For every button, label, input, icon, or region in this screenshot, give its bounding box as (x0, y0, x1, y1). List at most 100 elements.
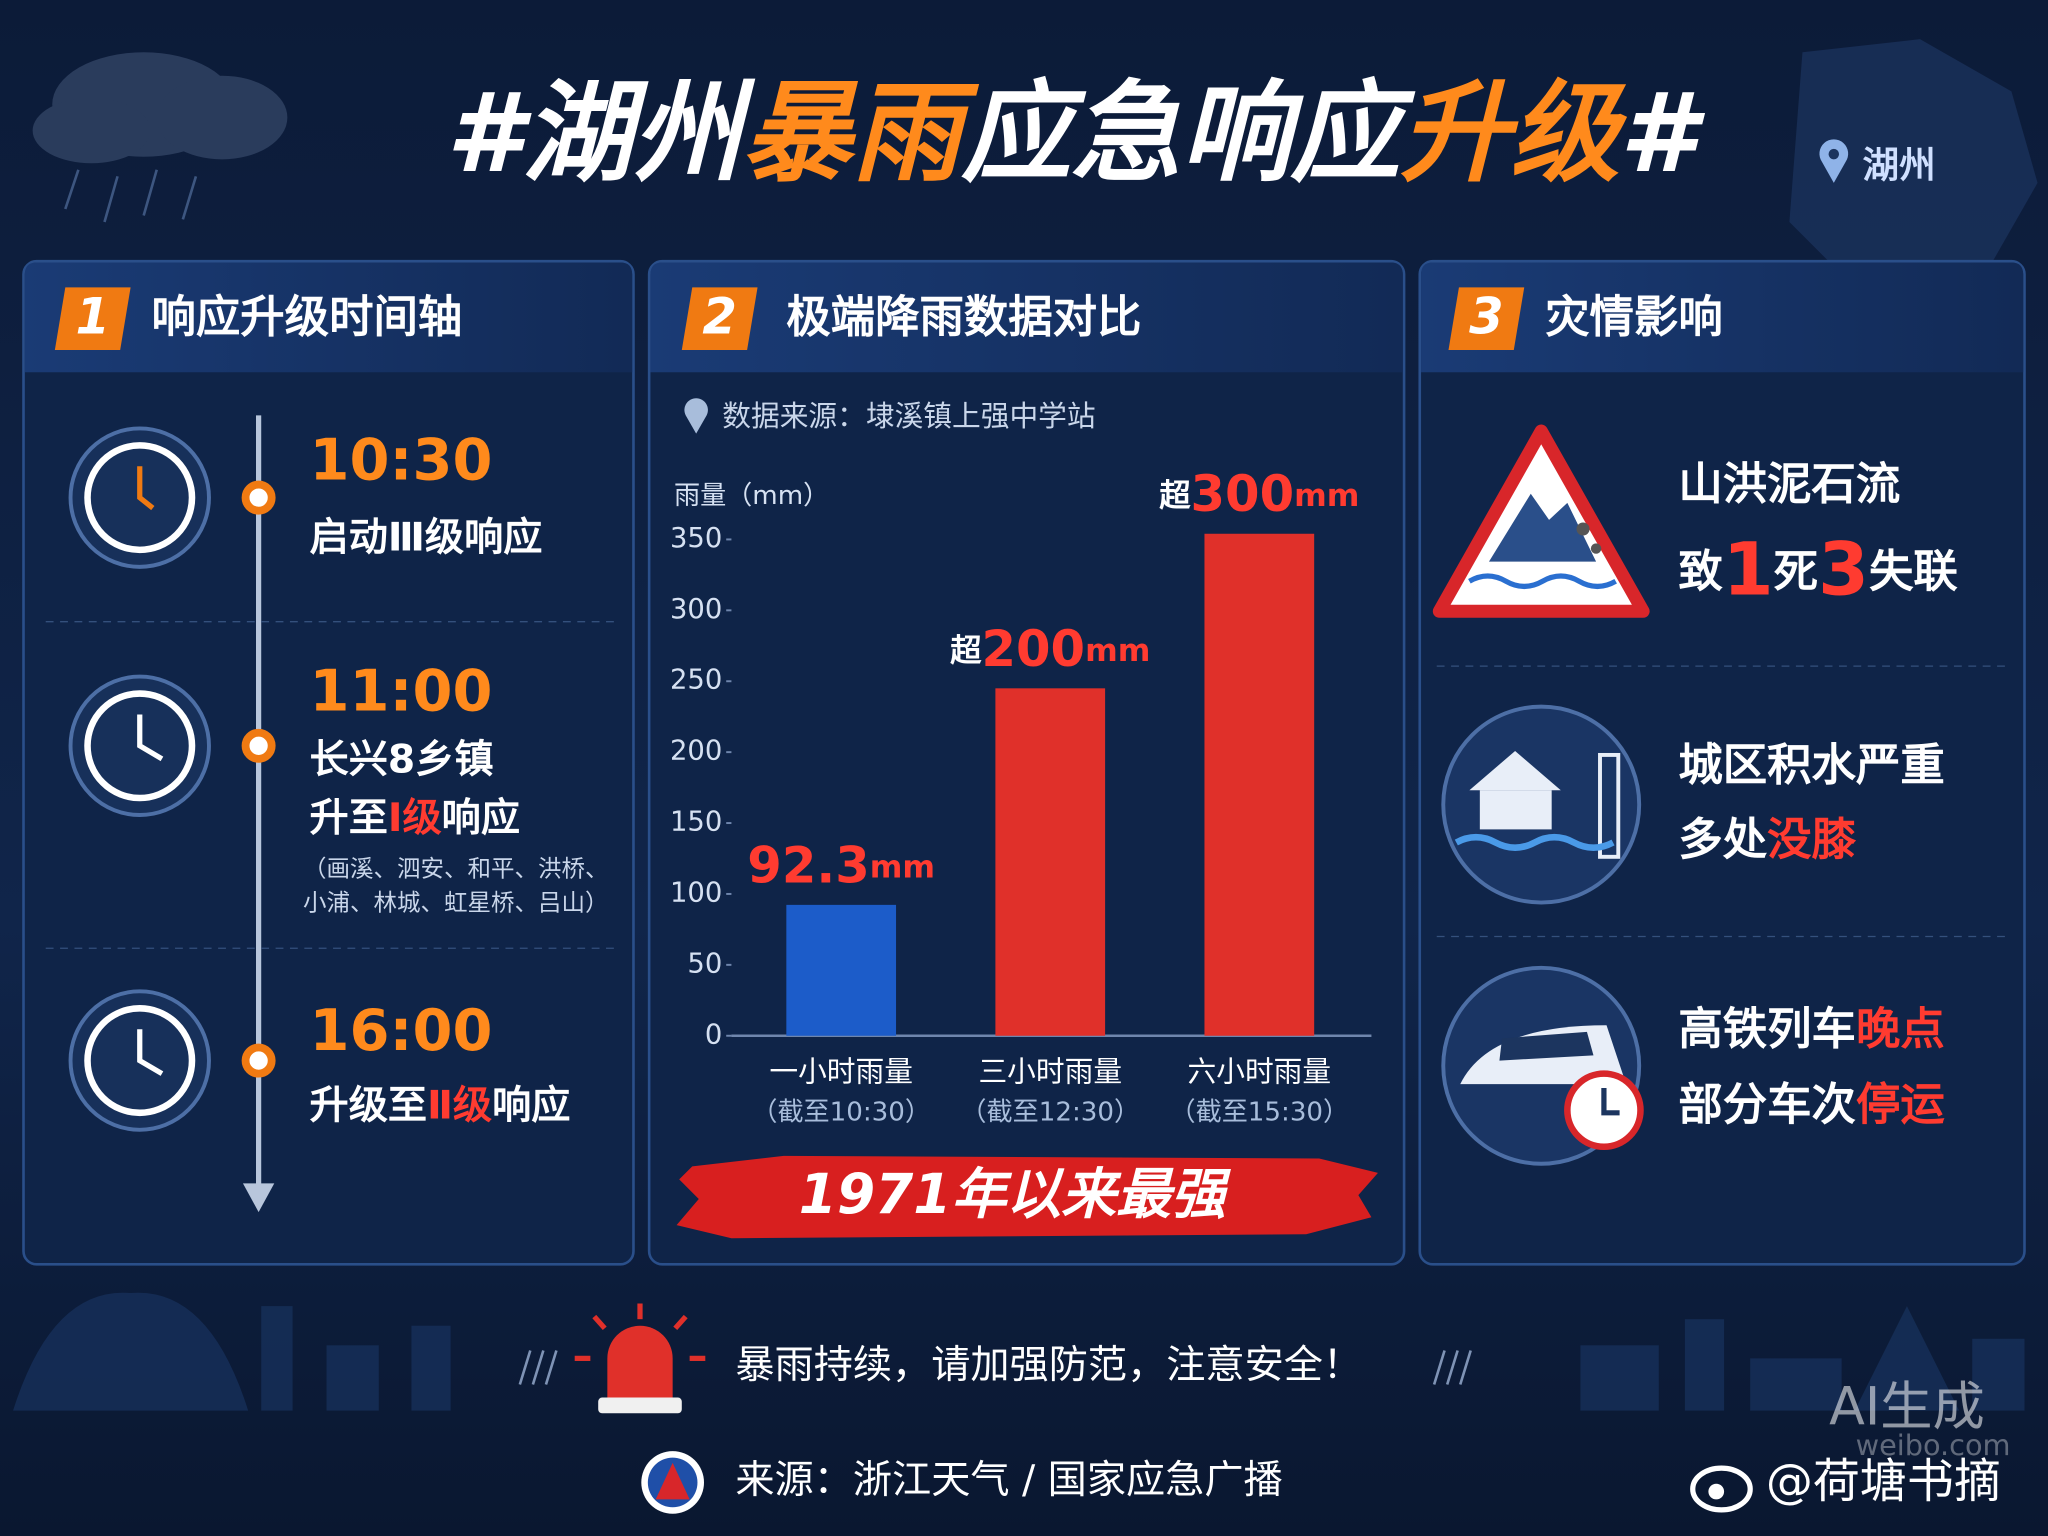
title-segment: 升级 (1400, 69, 1628, 197)
text-line: 山洪泥石流 (1678, 459, 1900, 510)
panel-header (650, 262, 1403, 373)
clock-face (84, 1005, 196, 1117)
value-label-part: mm (870, 849, 935, 885)
highlight-text: 晚点 (1856, 1004, 1945, 1055)
text-segment: 长兴8乡镇 (310, 737, 494, 782)
number-badge (1448, 287, 1525, 351)
clock-face (84, 690, 196, 802)
panel-heading: 极端降雨数据对比 (786, 292, 1141, 343)
text-line: 致1死3失联 (1678, 528, 1958, 613)
x-tick-label: 一小时雨量 (769, 1055, 913, 1089)
value-label-part: mm (1085, 633, 1150, 669)
title-segment: 应急响应 (960, 69, 1416, 197)
title: #湖州暴雨应急响应升级# (446, 69, 1705, 197)
y-tick-label: 350 (670, 523, 722, 554)
text-segment: 升至 (310, 796, 388, 841)
flood-icon (1441, 704, 1642, 905)
text-segment: 部分车次 (1678, 1080, 1856, 1131)
alarm-icon (574, 1303, 706, 1414)
banner: 1971年以来最强 (799, 1162, 1232, 1226)
watermark-site: weibo.com (1856, 1428, 2011, 1462)
number-badge (681, 287, 758, 351)
clock-hands (137, 1029, 164, 1076)
highlight-text: Ⅰ级 (388, 796, 442, 841)
ai-mark: AI生成 (1829, 1378, 1985, 1438)
location-pin (1819, 139, 1849, 183)
bar-chart: 050100150200250300350一小时雨量（截至10:30）92.3m… (670, 465, 1372, 1127)
text-segment: 致 (1678, 547, 1723, 598)
event-time: 16:00 (310, 997, 493, 1064)
panel-number: 1 (75, 288, 110, 346)
map-shape (1789, 39, 2038, 288)
value-label: 超200mm (950, 619, 1150, 677)
text-segment: 响应 (442, 796, 520, 841)
text-segment: 死 (1774, 547, 1818, 598)
timeline-dot (241, 480, 276, 515)
y-tick-label: 250 (670, 665, 722, 696)
clock-face (84, 442, 196, 554)
text-segment: 高铁列车 (1678, 1004, 1856, 1055)
text-line: 升级至Ⅱ级响应 (310, 1083, 571, 1128)
title-segment: # (1620, 69, 1706, 197)
city-skyline (13, 1292, 2025, 1411)
title-segment: 暴雨 (742, 69, 980, 197)
x-tick-note: （截至10:30） (751, 1097, 931, 1127)
y-tick-label: 100 (670, 877, 722, 908)
timeline-dot (241, 728, 276, 763)
footer-source: 来源：浙江天气 / 国家应急广播 (735, 1458, 1282, 1503)
x-tick-label: 六小时雨量 (1188, 1055, 1332, 1089)
data-source: 数据来源：埭溪镇上强中学站 (722, 399, 1095, 433)
value-label-part: 92.3 (747, 836, 869, 894)
y-tick-label: 300 (670, 594, 722, 625)
text-segment: 响应 (492, 1083, 570, 1128)
panel-header (1421, 262, 2024, 373)
weibo-icon (1690, 1465, 1753, 1513)
highlight-text: 停运 (1856, 1080, 1945, 1131)
y-tick-label: 0 (705, 1019, 722, 1050)
text-segment: 山洪泥石流 (1678, 459, 1900, 510)
timeline-arrow (242, 1183, 275, 1213)
highlight-text: 1 (1723, 528, 1774, 613)
text-line: 城区积水严重 (1678, 740, 1944, 791)
panel-number: 2 (702, 288, 737, 346)
text-segment: 城区积水严重 (1678, 740, 1944, 791)
rain-lines (64, 169, 198, 223)
value-label: 92.3mm (747, 836, 935, 894)
bar (995, 688, 1106, 1036)
text-segment: 启动Ⅲ级响应 (310, 515, 543, 560)
event-time: 10:30 (310, 426, 493, 493)
text-line: 高铁列车晚点 (1678, 1004, 1944, 1055)
slash-decoration (518, 1350, 1472, 1385)
highlight-text: 没膝 (1767, 814, 1856, 865)
bar (1204, 533, 1315, 1036)
highlight-text: 3 (1818, 528, 1869, 613)
y-tick-label: 200 (670, 736, 722, 767)
y-tick-label: 150 (670, 807, 722, 838)
banner-brush (676, 1155, 1378, 1239)
location: 湖州 (1863, 144, 1936, 187)
value-label-part: 超 (950, 633, 982, 669)
panel-heading: 灾情影响 (1545, 292, 1723, 343)
value-label-part: 200 (981, 619, 1085, 677)
emblem (641, 1451, 704, 1514)
text-line: 多处没膝 (1678, 814, 1856, 865)
value-label-part: mm (1294, 478, 1359, 514)
value-label: 超300mm (1159, 465, 1359, 523)
highlight-text: Ⅱ级 (427, 1083, 492, 1128)
timeline-dot (241, 1043, 276, 1078)
title-segment: #湖州 (446, 69, 756, 197)
text-line: 启动Ⅲ级响应 (310, 515, 543, 560)
panel-header (24, 262, 633, 373)
value-label-part: 超 (1159, 478, 1191, 514)
clock-hands (137, 466, 155, 511)
alert-text: 暴雨持续，请加强防范，注意安全！ (735, 1343, 1362, 1388)
location-pin-dot (1828, 148, 1840, 160)
y-axis-label: 雨量（mm） (674, 481, 829, 511)
text-segment: 多处 (1678, 814, 1767, 865)
x-tick-note: （截至12:30） (960, 1097, 1140, 1127)
number-badge (54, 287, 131, 351)
